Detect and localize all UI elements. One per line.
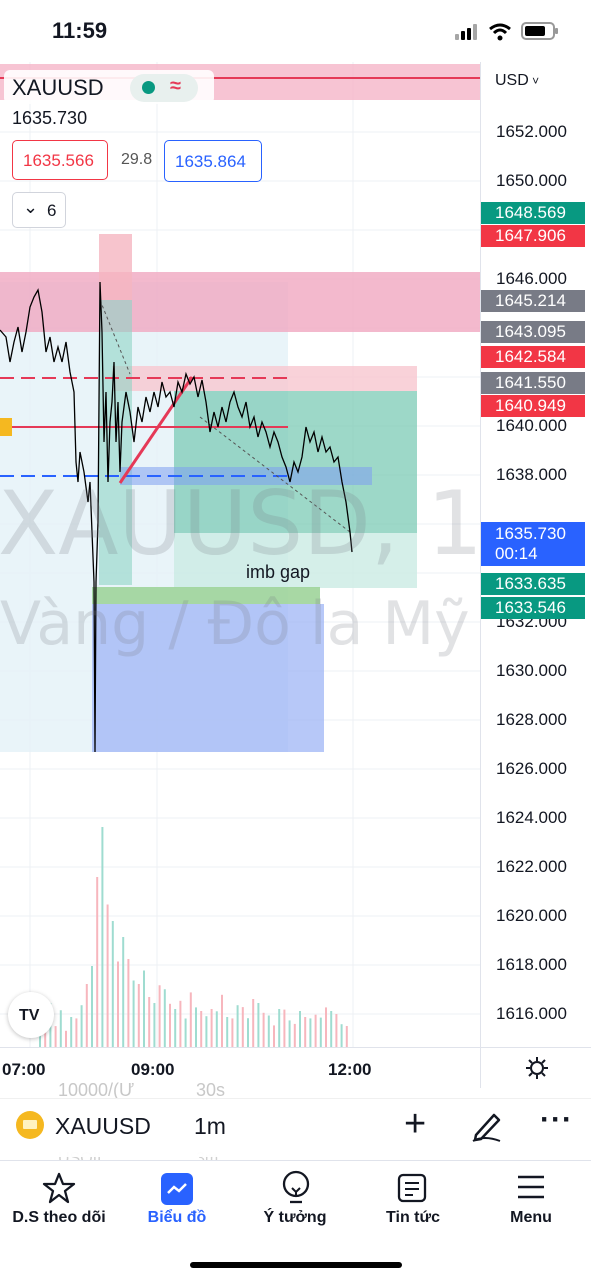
more-options-icon[interactable]: ··· [540,1103,573,1136]
price-tick-label: 1646.000 [496,269,567,288]
nav-label: Ý tưởng [263,1209,327,1226]
current-price: 1635.730 [495,524,566,543]
price-tag-up: 1633.635 [481,573,585,595]
spread-value: 29.8 [121,151,153,168]
nav-menu[interactable]: Menu [476,1161,586,1241]
nav-news[interactable]: Tin tức [358,1161,468,1241]
watermark-description: Vàng / Đô la Mỹ [0,589,470,659]
chart-settings-gear-icon[interactable] [480,1047,591,1088]
price-tick-label: 1638.000 [496,465,567,484]
sell-button[interactable]: 1635.566 [12,140,108,180]
nav-label: Biểu đồ [147,1209,207,1226]
status-dot-icon [142,81,155,94]
nav-ideas[interactable]: Ý tưởng [240,1161,350,1241]
background-watchlist-item: 10000/(Ư [58,1080,135,1100]
chevron-down-icon: ⌄ [23,197,39,217]
nav-label: Tin tức [386,1209,440,1226]
price-tag-grey: 1643.095 [481,321,585,343]
lightbulb-icon [282,1170,310,1204]
price-tick-label: 1616.000 [496,1004,567,1023]
bottom-navigation: D.S theo dõi Biểu đồ Ý tưởng Tin tức Men… [0,1160,591,1256]
news-icon [397,1173,427,1203]
price-tag-down: 1647.906 [481,225,585,247]
symbol-title[interactable]: XAUUSD [12,75,104,100]
wifi-icon [489,23,511,41]
price-tick-label: 1618.000 [496,955,567,974]
price-tick-label: 1620.000 [496,906,567,925]
price-tag-down: 1642.584 [481,346,585,368]
price-tick-label: 1626.000 [496,759,567,778]
nav-label: D.S theo dõi [12,1209,106,1226]
watermark-symbol: XAUUSD, 1 [0,472,480,575]
price-tick-label: 1640.000 [496,416,567,435]
nav-watchlist[interactable]: D.S theo dõi [4,1161,114,1241]
price-tag-grey: 1641.550 [481,372,585,394]
indicator-count: 6 [47,201,57,220]
ask-price: 1635.864 [175,152,246,171]
imb-gap-annotation[interactable]: imb gap [246,562,311,582]
time-label: 09:00 [131,1060,175,1079]
menu-icon [518,1175,544,1199]
chevron-down-icon: ˅ [528,74,540,88]
price-tick-label: 1650.000 [496,171,567,190]
interval-selector[interactable]: 1m [194,1113,226,1139]
bar-countdown: 00:14 [495,544,538,563]
price-tag-grey: 1645.214 [481,290,585,312]
current-price-tag: 1635.730 00:14 [481,522,585,566]
currency-label: USD [495,72,529,89]
price-tick-label: 1630.000 [496,661,567,680]
background-interval: 30s [196,1080,226,1100]
currency-selector[interactable]: USD ˅ [495,72,539,90]
time-label: 07:00 [2,1060,46,1079]
status-time: 11:59 [52,18,108,43]
price-tick-label: 1628.000 [496,710,567,729]
last-price: 1635.730 [12,108,88,128]
bid-price: 1635.566 [23,151,94,170]
buy-button[interactable]: 1635.864 [164,140,262,182]
nav-chart[interactable]: Biểu đồ [122,1161,232,1241]
nav-label: Menu [510,1209,552,1226]
add-plus-icon[interactable]: + [404,1103,427,1145]
battery-icon [521,22,558,40]
price-tick-label: 1624.000 [496,808,567,827]
signal-icon [455,24,483,42]
time-label: 12:00 [328,1060,372,1079]
gold-coin-icon [16,1111,44,1139]
market-open-indicator: ≈ [130,74,198,102]
indicators-toggle[interactable]: ⌄ 6 [12,192,66,228]
wave-icon: ≈ [170,75,181,97]
price-tag-up: 1633.546 [481,597,585,619]
symbol-toolbar: XAUUSD 1m + ··· [0,1098,591,1157]
star-icon [42,1172,76,1204]
price-tag-up: 1648.569 [481,202,585,224]
chart-canvas[interactable]: XAUUSD, 1 Vàng / Đô la Mỹ imb gap XAUUSD… [0,62,480,1047]
price-axis[interactable]: USD ˅ 1652.000 1650.000 1646.000 1640.000 16… [480,62,591,1047]
time-axis[interactable]: 07:00 09:00 12:00 [0,1047,480,1088]
price-tick-label: 1652.000 [496,122,567,141]
tradingview-logo[interactable]: TV [8,992,54,1038]
price-tag-down: 1640.949 [481,395,585,417]
tv-logo-icon: TV [19,1007,40,1024]
drawing-pen-icon[interactable] [470,1109,504,1143]
home-indicator [190,1262,402,1268]
chart-icon [161,1173,193,1205]
toolbar-symbol[interactable]: XAUUSD [55,1113,151,1139]
price-tick-label: 1622.000 [496,857,567,876]
